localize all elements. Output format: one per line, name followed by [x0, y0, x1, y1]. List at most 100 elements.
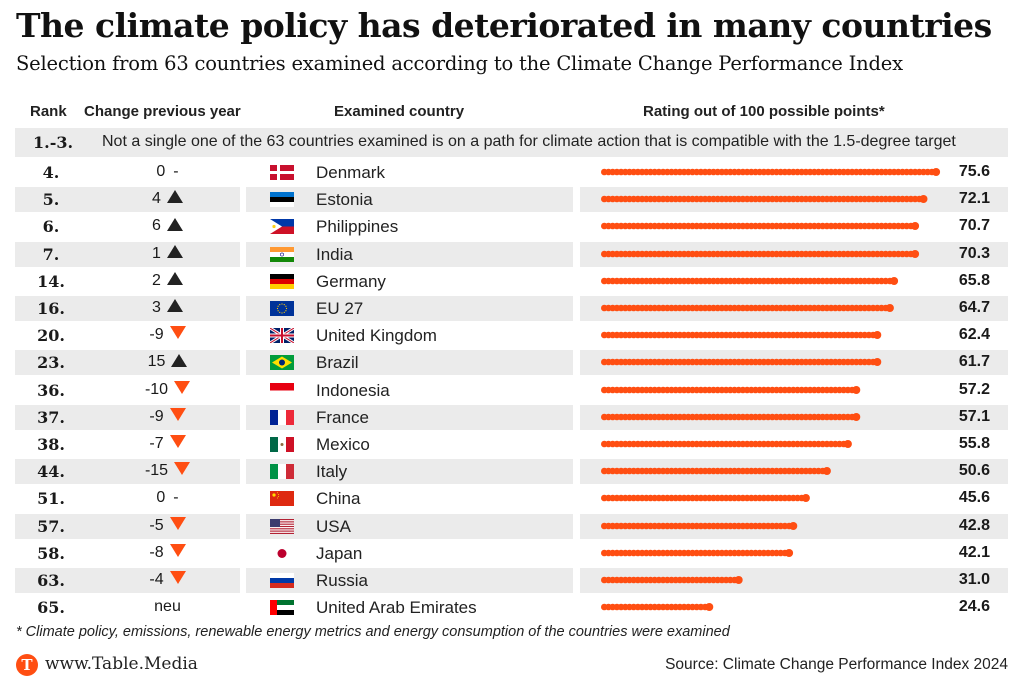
country-name: Philippines	[316, 217, 399, 237]
rating-bar	[601, 412, 861, 421]
rating-bar	[601, 168, 941, 176]
change-value: -9	[149, 326, 164, 344]
row-shade-change	[93, 513, 240, 539]
country-name: Brazil	[316, 353, 359, 373]
country-name: Denmark	[316, 163, 385, 182]
rank-value: 57.	[37, 516, 65, 536]
up-arrow-icon	[171, 353, 188, 367]
rank-value: 44.	[37, 462, 65, 482]
denmark-flag-icon	[270, 165, 294, 180]
row-shade-change	[93, 241, 240, 267]
rating-dot	[873, 331, 882, 340]
row-shade-country	[246, 296, 573, 321]
rating-dot	[885, 304, 894, 312]
change-cell: -5	[95, 517, 240, 535]
row-shade-rank	[15, 187, 95, 213]
down-arrow-icon	[169, 326, 186, 340]
brazil-flag-icon	[270, 355, 294, 371]
change-value: neu	[154, 598, 181, 616]
column-header-country: Examined country	[334, 103, 465, 120]
rating-dot	[789, 521, 798, 530]
rating-bar	[601, 603, 714, 612]
rating-dot	[801, 494, 810, 503]
row-shade-country	[246, 513, 573, 539]
usa-flag-icon	[270, 518, 294, 534]
rating-dot	[919, 195, 928, 204]
rank-value: 58.	[37, 543, 65, 563]
rating-bar	[601, 195, 928, 204]
change-value: -7	[149, 435, 164, 452]
up-arrow-icon	[166, 299, 183, 313]
rank-value: 23.	[37, 353, 65, 373]
germany-flag-icon	[270, 273, 294, 289]
rating-dot	[705, 603, 714, 612]
table-row: 38. -7 Mexico 55.8	[0, 431, 1024, 458]
table-row: 44. -15 Italy 50.6	[0, 458, 1024, 485]
change-cell: -4	[95, 571, 240, 589]
china-flag-icon	[270, 491, 294, 507]
table-row: 6. 6 Philippines 70.7	[0, 213, 1024, 240]
down-arrow-icon	[169, 516, 186, 530]
score-label: 64.7	[958, 299, 990, 316]
philippines-flag-icon	[270, 219, 294, 235]
table-row: 65. neu United Arab Emirates 24.6	[0, 594, 1024, 621]
table-row: 5. 4 Estonia 72.1	[0, 186, 1024, 213]
change-value: 1	[152, 244, 161, 262]
row-shade-change	[93, 459, 240, 485]
change-value: -10	[144, 380, 169, 398]
change-cell: -15	[95, 462, 240, 480]
table-row: 58. -8 Japan 42.1	[0, 540, 1024, 567]
change-cell: 1	[95, 245, 240, 263]
row-shade-rank	[15, 513, 95, 539]
row-shade-change	[93, 187, 240, 213]
rank-value: 20.	[37, 326, 65, 346]
italy-flag-icon	[270, 464, 294, 480]
change-cell: 0-	[95, 163, 240, 181]
up-arrow-icon	[166, 190, 183, 204]
change-value: -9	[149, 407, 164, 425]
country-name: China	[316, 489, 361, 509]
rating-dot	[873, 358, 882, 367]
change-cell: 0-	[95, 489, 240, 507]
eu-flag-icon	[270, 301, 294, 316]
column-header-rank: Rank	[30, 103, 67, 120]
score-label: 31.0	[958, 571, 990, 588]
rating-dot	[852, 385, 861, 394]
row-shade-rank	[15, 568, 95, 593]
up-arrow-icon	[166, 244, 183, 258]
country-name: EU 27	[316, 299, 364, 318]
score-label: 57.2	[958, 380, 990, 398]
rating-dot	[852, 412, 861, 421]
country-name: Mexico	[316, 435, 370, 454]
table-row: 14. 2 Germany 65.8	[0, 268, 1024, 295]
rank-value: 16.	[37, 299, 65, 318]
down-arrow-icon	[169, 408, 186, 422]
japan-flag-icon	[270, 545, 294, 561]
change-value: 6	[152, 217, 161, 235]
change-cell: 2	[95, 272, 240, 290]
down-arrow-icon	[174, 462, 191, 476]
rating-dot	[911, 249, 920, 258]
row-shade-change	[93, 568, 240, 593]
score-label: 42.8	[958, 516, 990, 534]
change-value: 0	[156, 163, 166, 180]
up-arrow-icon	[166, 217, 183, 231]
row-shade-rank	[15, 350, 95, 376]
change-cell: neu	[95, 598, 240, 616]
rating-bar	[601, 521, 798, 530]
row-shade-country	[246, 350, 573, 376]
site-link[interactable]: www.Table.Media	[45, 654, 198, 674]
score-label: 62.4	[958, 326, 990, 344]
down-arrow-icon	[169, 571, 186, 585]
down-arrow-icon	[169, 435, 186, 449]
chart-subtitle: Selection from 63 countries examined acc…	[16, 52, 903, 75]
score-label: 50.6	[958, 462, 990, 480]
row-shade-change	[93, 404, 240, 430]
change-cell: -8	[95, 544, 240, 562]
country-name: Russia	[316, 571, 368, 590]
rank-value: 4.	[42, 163, 60, 182]
rating-bar	[601, 385, 861, 394]
change-value: -4	[149, 571, 164, 588]
rating-dot	[785, 548, 794, 557]
country-name: USA	[316, 516, 351, 536]
